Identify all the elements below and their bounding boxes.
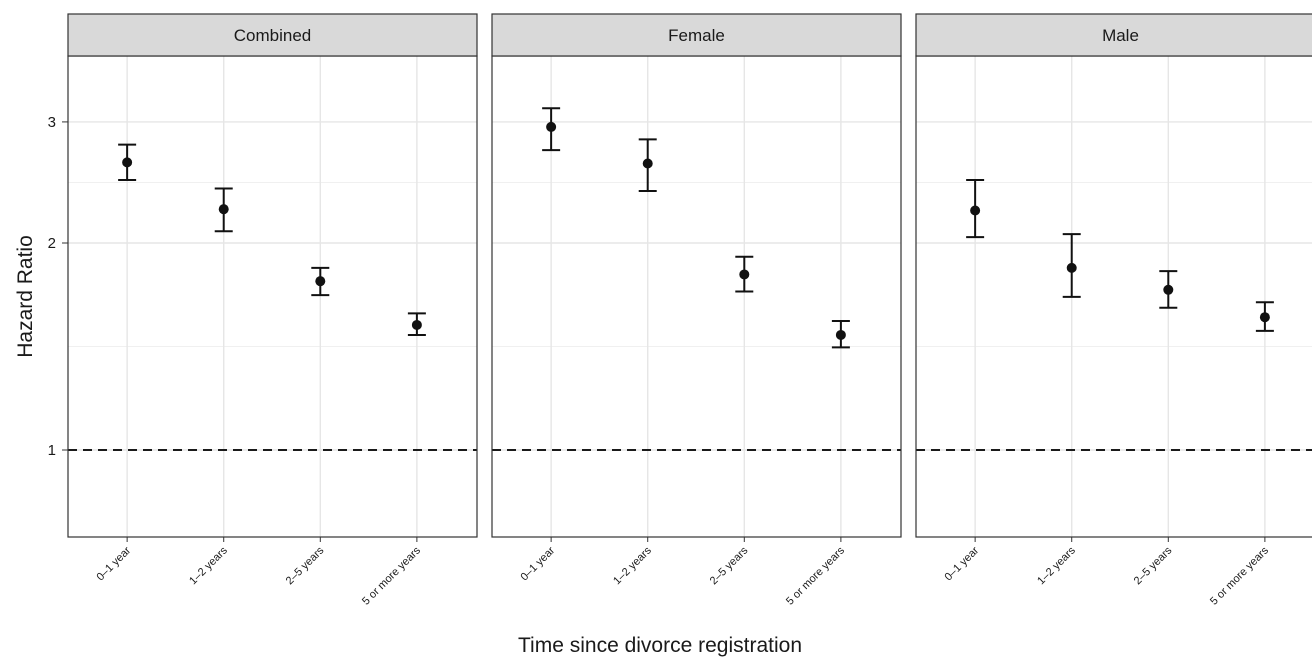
facet-panel-combined: Combined 0–1 year 1–2 years 2–5 years 5 or m…	[67, 13, 478, 608]
y-tick-label: 2	[48, 235, 56, 252]
y-tick-label: 3	[48, 114, 56, 131]
facet-panel-male: Male 0–1 year 1–2 years 2–5 years 5 or more …	[915, 13, 1312, 608]
x-tick-label: 2–5 years	[708, 544, 751, 587]
y-axis-title: Hazard Ratio	[14, 235, 37, 358]
x-tick-label: 0–1 year	[518, 544, 557, 583]
data-point	[218, 204, 229, 215]
data-point	[739, 269, 750, 280]
x-tick-label: 2–5 years	[284, 544, 327, 587]
facet-strip-label: Female	[668, 26, 725, 45]
data-point	[315, 276, 326, 287]
panel-background	[68, 56, 477, 537]
x-tick-label: 0–1 year	[942, 544, 981, 583]
data-point	[411, 319, 422, 330]
data-point	[1066, 262, 1077, 273]
facet-strip-label: Combined	[234, 26, 312, 45]
y-tick-label: 1	[48, 442, 56, 459]
x-tick-label: 1–2 years	[611, 544, 654, 587]
data-point	[122, 157, 133, 168]
x-tick-label: 5 or more years	[1208, 544, 1271, 607]
panel-background	[916, 56, 1312, 537]
data-point	[1163, 284, 1174, 295]
x-axis-title: Time since divorce registration	[518, 634, 802, 657]
data-point	[1259, 312, 1270, 323]
x-tick-label: 1–2 years	[1035, 544, 1078, 587]
x-tick-label: 5 or more years	[784, 544, 847, 607]
data-point	[835, 329, 846, 340]
facet-strip	[491, 13, 902, 57]
facet-panel-female: Female 0–1 year 1–2 years 2–5 years 5 or mor…	[491, 13, 902, 608]
x-tick-label: 1–2 years	[187, 544, 230, 587]
x-tick-label: 0–1 year	[94, 544, 133, 583]
facet-strip	[67, 13, 478, 57]
panel-background	[492, 56, 901, 537]
x-tick-label: 2–5 years	[1132, 544, 1175, 587]
data-point	[546, 121, 557, 132]
facet-strip-label: Male	[1102, 26, 1139, 45]
data-point	[642, 158, 653, 169]
facet-strip	[915, 13, 1312, 57]
x-tick-label: 5 or more years	[360, 544, 423, 607]
data-point	[970, 205, 981, 216]
